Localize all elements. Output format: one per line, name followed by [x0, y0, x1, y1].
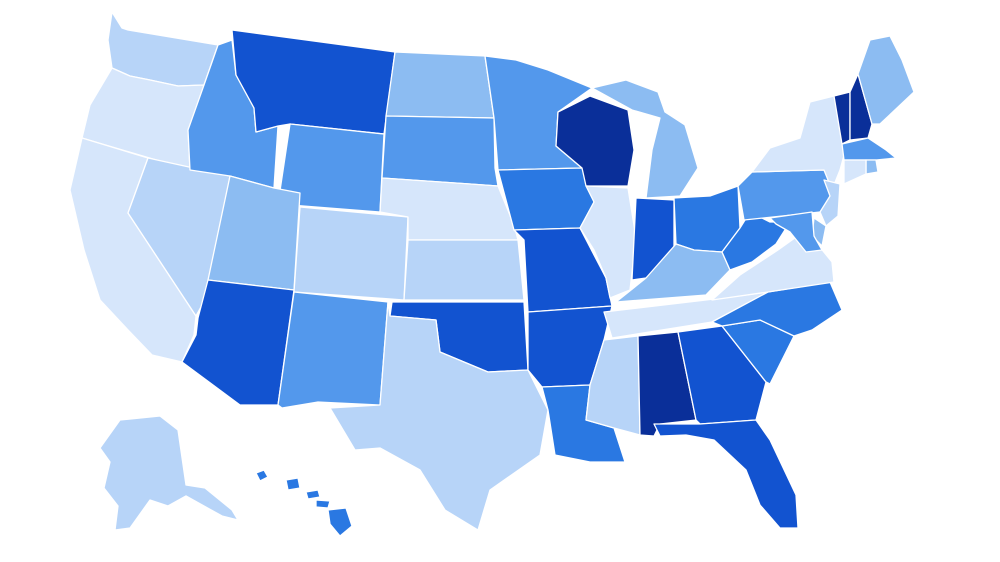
state-colorado[interactable] [293, 206, 409, 301]
state-south-dakota[interactable] [381, 115, 499, 187]
state-maine[interactable] [857, 35, 915, 125]
state-kansas[interactable] [403, 239, 525, 301]
state-maryland[interactable] [769, 211, 823, 253]
state-iowa[interactable] [497, 167, 595, 231]
state-texas[interactable] [329, 301, 549, 531]
state-massachusetts[interactable] [841, 137, 897, 161]
state-illinois[interactable] [579, 185, 637, 299]
state-connecticut[interactable] [843, 159, 867, 185]
state-rhode-island[interactable] [865, 159, 879, 175]
state-new-mexico[interactable] [277, 291, 389, 409]
state-north-dakota[interactable] [385, 51, 495, 119]
state-new-hampshire[interactable] [849, 73, 873, 141]
state-michigan[interactable] [591, 79, 699, 199]
state-wisconsin[interactable] [555, 95, 635, 187]
state-montana[interactable] [231, 29, 396, 135]
state-florida[interactable] [653, 419, 799, 529]
state-kentucky[interactable] [615, 243, 731, 303]
state-alaska[interactable] [99, 415, 239, 531]
state-hawaii[interactable] [255, 469, 353, 537]
